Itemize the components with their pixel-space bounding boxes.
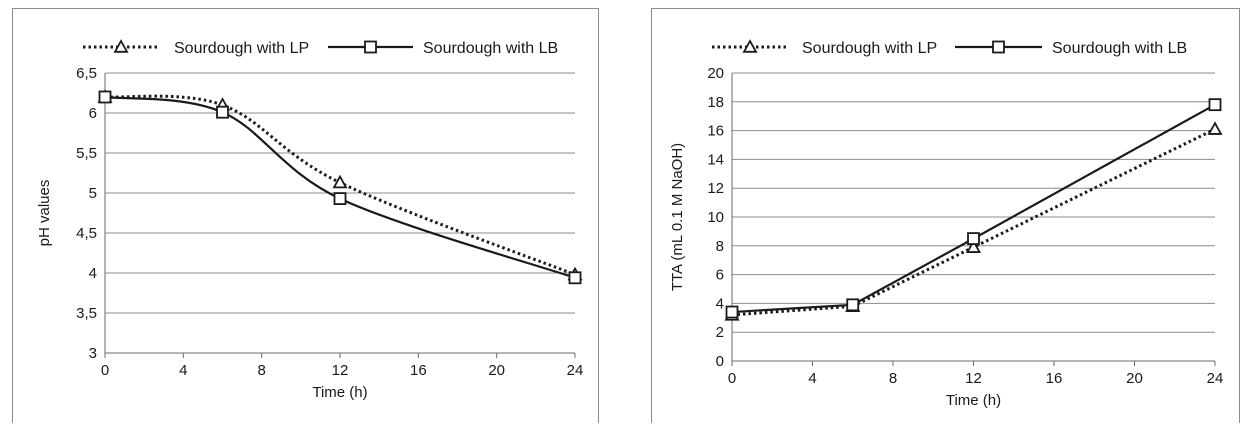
y-tick-label: 14: [707, 151, 724, 168]
ph-chart-panel: 3 3,5 4 4,5 5 5,5 6 6,5 0 4 8 12 16 20 24 Time (h) pH va…: [12, 8, 599, 423]
legend-label: Sourdough with LP: [802, 40, 937, 57]
data-point-square: [725, 305, 739, 319]
x-tick-label: 16: [410, 362, 427, 379]
x-tick-label: 4: [808, 370, 816, 387]
y-tick-label: 3,5: [76, 305, 97, 322]
y-tick-label: 4: [716, 295, 724, 312]
x-tick-label: 20: [488, 362, 505, 379]
y-tick-label: 4: [89, 265, 97, 282]
x-axis-title: Time (h): [312, 384, 367, 401]
x-tick-label: 16: [1046, 370, 1063, 387]
legend-marker-triangle: [113, 39, 129, 53]
data-point-square: [568, 271, 582, 285]
data-point-triangle: [1207, 121, 1223, 135]
y-tick-label: 18: [707, 94, 724, 111]
data-point-triangle: [332, 174, 348, 189]
x-axis-title: Time (h): [946, 392, 1001, 409]
series-line-lb: [104, 95, 576, 279]
data-point-square: [846, 298, 860, 312]
legend-marker-triangle: [742, 39, 758, 53]
tta-chart-panel: 0 2 4 6 8 10 12 14 16 18 20 0 4 8 12 16 20 24 Time (h) TTA …: [651, 8, 1240, 423]
x-tick-label: 4: [179, 362, 187, 379]
data-point-triangle: [965, 239, 982, 253]
x-tick-label: 0: [728, 370, 736, 387]
x-tick-label: 8: [889, 370, 897, 387]
y-tick-label: 10: [707, 209, 724, 226]
x-tick-label: 12: [965, 370, 982, 387]
x-tick-label: 20: [1126, 370, 1143, 387]
legend-label: Sourdough with LP: [174, 40, 309, 57]
y-tick-label: 3: [89, 345, 97, 362]
x-tick-label: 24: [567, 362, 584, 379]
y-tick-label: 8: [716, 238, 724, 255]
y-tick-label: 6: [89, 105, 97, 122]
y-tick-label: 16: [707, 123, 724, 140]
y-tick-label: 2: [716, 324, 724, 341]
data-point-square: [216, 105, 229, 119]
series-line-lp: [731, 127, 1216, 317]
legend-marker-square: [364, 40, 377, 54]
y-tick-label: 6,5: [76, 65, 97, 82]
y-tick-label: 5,5: [76, 145, 97, 162]
x-tick-label: 24: [1207, 370, 1224, 387]
data-point-square: [98, 90, 112, 104]
legend-label: Sourdough with LB: [1052, 40, 1187, 57]
data-point-square: [967, 232, 980, 246]
y-tick-label: 5: [89, 185, 97, 202]
data-point-square: [1208, 98, 1222, 112]
legend-label: Sourdough with LB: [423, 40, 558, 57]
x-tick-label: 8: [257, 362, 265, 379]
y-tick-label: 4,5: [76, 225, 97, 242]
x-tick-label: 12: [332, 362, 349, 379]
x-tick-label: 0: [101, 362, 109, 379]
legend-marker-square: [992, 40, 1005, 54]
y-axis-title: pH values: [36, 180, 53, 247]
series-line-lp: [104, 94, 576, 276]
y-tick-label: 0: [716, 353, 724, 370]
y-tick-label: 6: [716, 267, 724, 284]
y-tick-label: 12: [707, 180, 724, 197]
ph-chart: 3 3,5 4 4,5 5 5,5 6 6,5 0 4 8 12 16 20 24 Time (h) pH va…: [36, 39, 584, 401]
series-line-lb: [731, 103, 1216, 314]
data-point-square: [333, 192, 347, 206]
y-axis-title: TTA (mL 0.1 M NaOH): [669, 143, 686, 291]
y-tick-label: 20: [707, 65, 724, 82]
